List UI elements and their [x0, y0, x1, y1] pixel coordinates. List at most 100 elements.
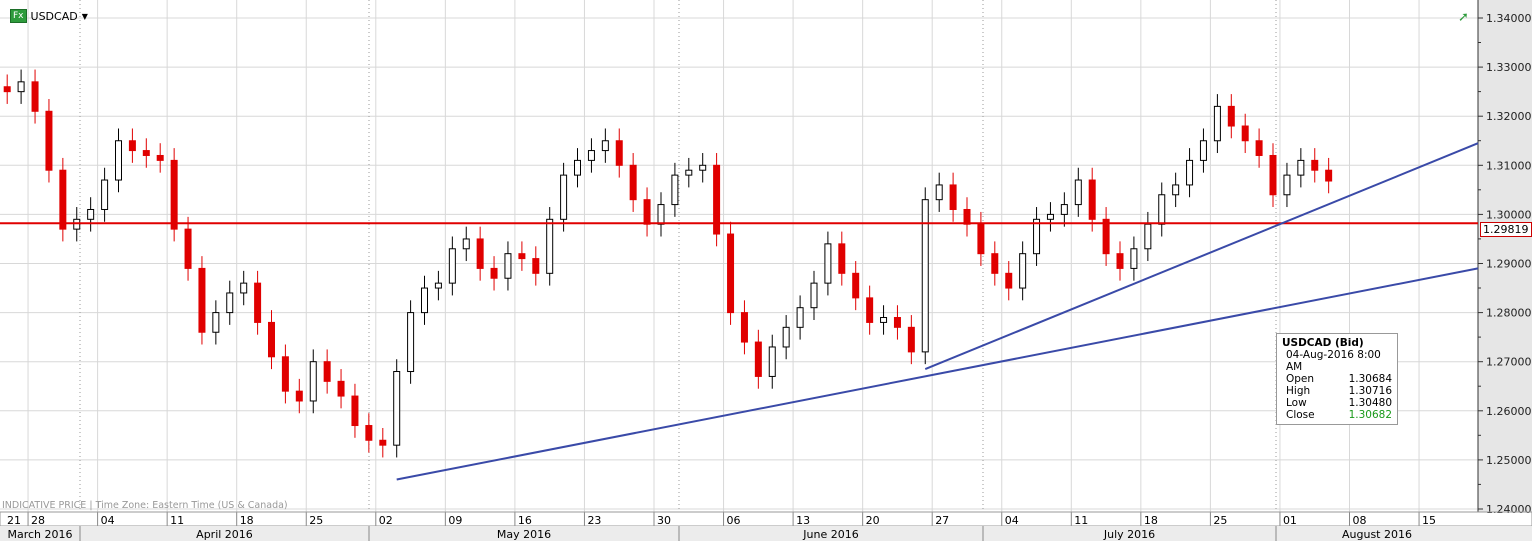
- price-tick-label: 1.28000: [1486, 307, 1532, 320]
- candle-body: [115, 140, 122, 181]
- low-value: 1.30480: [1348, 397, 1392, 409]
- candle-body: [601, 140, 609, 152]
- candle-body: [1116, 253, 1124, 269]
- week-tick-label: 02: [379, 514, 393, 527]
- candle-body: [323, 361, 331, 382]
- candle-body: [17, 81, 25, 93]
- candle-body: [574, 159, 581, 176]
- week-tick-label: 08: [1353, 514, 1367, 527]
- candle-body: [1005, 272, 1013, 289]
- open-label: Open: [1286, 373, 1315, 385]
- candle-body: [1172, 184, 1180, 196]
- low-label: Low: [1286, 397, 1307, 409]
- week-tick-label: 04: [101, 514, 115, 527]
- candle-body: [866, 297, 874, 323]
- tooltip-datetime: 04-Aug-2016 8:00 AM: [1286, 349, 1381, 373]
- candle-body: [1199, 140, 1207, 161]
- week-tick-label: 16: [518, 514, 532, 527]
- candle-body: [1158, 194, 1166, 225]
- candle-body: [1144, 223, 1152, 250]
- candle-body: [615, 140, 623, 166]
- month-label: July 2016: [1103, 528, 1155, 541]
- candle-body: [838, 243, 846, 274]
- candle-body: [240, 282, 248, 294]
- tooltip-open: Open 1.30684: [1282, 373, 1392, 385]
- candle-body: [671, 174, 679, 206]
- candle-body: [490, 267, 498, 279]
- candle-body: [782, 326, 790, 348]
- week-tick-label: 06: [727, 514, 741, 527]
- high-value: 1.30716: [1348, 385, 1392, 397]
- candle-body: [713, 164, 721, 235]
- week-tick-label: 04: [1005, 514, 1019, 527]
- candle-body: [45, 110, 53, 171]
- candle-body: [546, 218, 554, 274]
- candle-body: [1213, 105, 1221, 142]
- trendline: [924, 142, 1479, 370]
- candle-body: [1283, 174, 1291, 196]
- candle-body: [87, 208, 95, 220]
- tooltip-high: High 1.30716: [1282, 385, 1392, 397]
- candle-body: [407, 312, 415, 373]
- week-tick-label: 13: [796, 514, 810, 527]
- candle-body: [727, 233, 735, 314]
- week-tick-label: 25: [1213, 514, 1227, 527]
- candle-body: [657, 204, 665, 225]
- week-tick-label: 11: [1074, 514, 1088, 527]
- candle-body: [101, 179, 109, 210]
- candle-body: [170, 159, 178, 230]
- candle-body: [31, 81, 39, 112]
- month-row: [0, 526, 1532, 541]
- candle-body: [893, 317, 901, 328]
- candle-body: [1074, 179, 1082, 206]
- candle-body: [448, 248, 456, 284]
- candle-body: [560, 174, 568, 220]
- candle-body: [643, 199, 651, 225]
- candle-body: [462, 238, 470, 250]
- candle-body: [907, 326, 915, 353]
- candle-body: [991, 253, 999, 274]
- tooltip-title: USDCAD (Bid): [1282, 337, 1364, 349]
- candle-body: [1046, 213, 1054, 220]
- candle-body: [351, 395, 359, 427]
- month-label: August 2016: [1342, 528, 1412, 541]
- price-tick-label: 1.31000: [1486, 159, 1532, 172]
- candle-body: [295, 390, 303, 402]
- chart-footer: INDICATIVE PRICE | Time Zone: Eastern Ti…: [2, 500, 288, 511]
- candle-body: [1241, 125, 1249, 142]
- candle-body: [1019, 253, 1027, 289]
- candle-body: [59, 169, 67, 230]
- candle-body: [254, 282, 262, 323]
- week-tick-label: 15: [1422, 514, 1436, 527]
- trend-up-icon[interactable]: ➚: [1458, 10, 1469, 25]
- candle-body: [1227, 105, 1235, 127]
- candle-body: [754, 341, 762, 377]
- price-tick-label: 1.30000: [1486, 208, 1532, 221]
- price-tick-label: 1.33000: [1486, 61, 1532, 74]
- candle-body: [1102, 218, 1110, 255]
- month-label: June 2016: [802, 528, 858, 541]
- dropdown-arrow-icon[interactable]: ▼: [81, 11, 88, 21]
- candle-body: [1186, 159, 1194, 186]
- current-price-label: 1.29819: [1480, 222, 1532, 237]
- candle-body: [337, 380, 345, 397]
- price-tick-label: 1.27000: [1486, 356, 1532, 369]
- symbol-label: USDCAD: [30, 9, 78, 23]
- candle-body: [699, 164, 707, 171]
- candle-body: [518, 253, 526, 260]
- candle-body: [1088, 179, 1096, 220]
- candle-body: [128, 140, 136, 152]
- month-label: April 2016: [196, 528, 253, 541]
- candle-body: [1311, 159, 1319, 171]
- candle-body: [1255, 140, 1263, 156]
- week-tick-label: 01: [1283, 514, 1297, 527]
- candle-body: [1060, 204, 1068, 215]
- candle-body: [768, 346, 776, 377]
- candle-body: [1297, 159, 1305, 176]
- symbol-selector[interactable]: Fx USDCAD ▼: [10, 9, 88, 23]
- month-label: March 2016: [7, 528, 72, 541]
- month-label: May 2016: [497, 528, 551, 541]
- candle-body: [1269, 154, 1277, 196]
- price-axis: [1478, 0, 1532, 512]
